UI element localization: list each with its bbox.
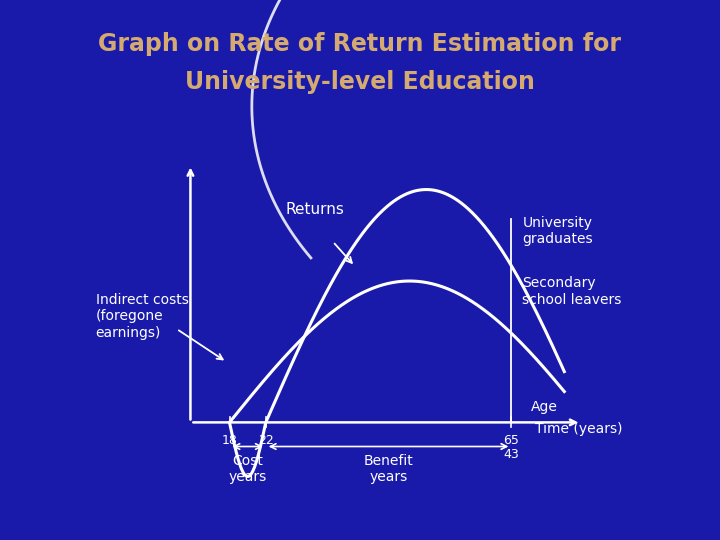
- Text: 43: 43: [503, 448, 519, 461]
- Text: Indirect costs
(foregone
earnings): Indirect costs (foregone earnings): [96, 293, 189, 340]
- Text: Returns: Returns: [285, 201, 344, 217]
- Text: Age: Age: [531, 400, 558, 414]
- Text: University-level Education: University-level Education: [185, 70, 535, 94]
- Text: University
graduates: University graduates: [523, 216, 593, 246]
- Text: 18: 18: [222, 434, 238, 447]
- Text: Cost
years: Cost years: [228, 454, 266, 484]
- Text: Time (years): Time (years): [535, 422, 623, 436]
- Text: 22: 22: [258, 434, 274, 447]
- Text: Secondary
school leavers: Secondary school leavers: [523, 276, 622, 307]
- Text: 65: 65: [503, 434, 519, 447]
- Text: Graph on Rate of Return Estimation for: Graph on Rate of Return Estimation for: [99, 32, 621, 56]
- Text: Benefit
years: Benefit years: [364, 454, 413, 484]
